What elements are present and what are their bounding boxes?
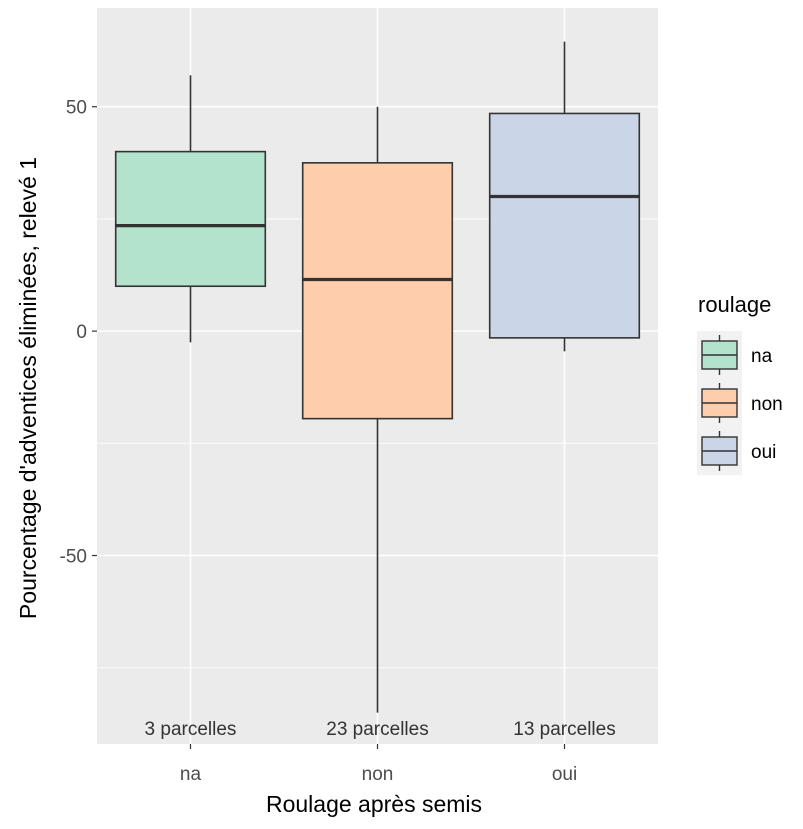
y-axis: -50 0 50: [60, 98, 97, 568]
legend: roulage na non oui: [697, 292, 783, 475]
legend-title: roulage: [698, 292, 771, 317]
x-axis: na non oui: [180, 744, 577, 785]
x-axis-title: Roulage après semis: [266, 791, 482, 817]
y-tick-label: -50: [60, 547, 87, 568]
legend-label: na: [751, 346, 773, 367]
y-axis-title: Pourcentage d'adventices éliminées, rele…: [15, 157, 41, 619]
legend-item-na: na: [697, 331, 773, 379]
y-tick-label: 0: [76, 322, 87, 343]
box-iqr: [116, 152, 266, 287]
legend-label: oui: [751, 442, 776, 463]
x-tick-label: na: [180, 764, 202, 785]
x-tick-label: non: [362, 764, 394, 785]
box-iqr: [490, 113, 640, 337]
box-annotation: 3 parcelles: [145, 719, 237, 740]
y-tick-label: 50: [66, 98, 87, 119]
box-iqr: [303, 163, 453, 419]
legend-item-non: non: [697, 379, 783, 427]
legend-label: non: [751, 394, 783, 415]
box-annotation: 13 parcelles: [513, 719, 615, 740]
x-tick-label: oui: [552, 764, 577, 785]
box-annotation: 23 parcelles: [326, 719, 428, 740]
legend-item-oui: oui: [697, 427, 776, 475]
plot-panel: 3 parcelles 23 parcelles 13 parcelles: [97, 8, 658, 744]
